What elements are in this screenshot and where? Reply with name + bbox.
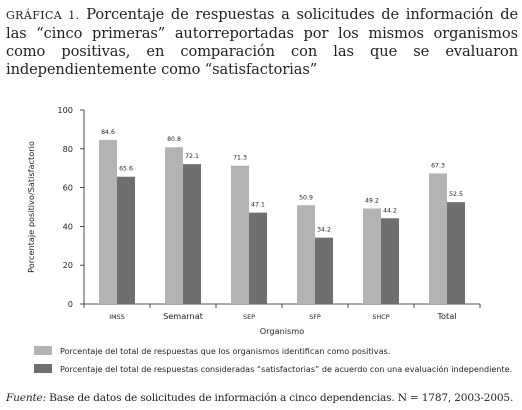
bar-value-label: 50.9 (299, 194, 313, 201)
bar-value-label: 49.2 (365, 198, 379, 205)
y-tick-label: 40 (63, 221, 73, 231)
bar-positive (99, 139, 117, 304)
source-text: Base de datos de solicitudes de informac… (49, 392, 514, 404)
source-label: Fuente: (6, 392, 46, 404)
bar-value-label: 84.6 (101, 129, 115, 136)
bar-positive (231, 165, 249, 304)
caption-text: Porcentaje de respuestas a solicitudes d… (6, 6, 519, 78)
chart-caption: GRÁFICA 1. Porcentaje de respuestas a so… (6, 6, 518, 79)
caption-lead: GRÁFICA 1. (6, 9, 80, 22)
legend-swatch-positive (34, 346, 52, 355)
bar-positive (297, 205, 315, 304)
bar-satisfactory (315, 237, 333, 304)
bar-value-label: 34.2 (317, 227, 331, 234)
bar-value-label: 71.3 (233, 155, 247, 162)
bar-positive (165, 147, 183, 304)
y-tick-label: 0 (68, 299, 73, 309)
bar-value-label: 52.5 (449, 191, 463, 198)
y-tick-label: 20 (63, 260, 73, 270)
bar-value-label: 47.1 (251, 202, 265, 209)
source-note: Fuente: Base de datos de solicitudes de … (6, 392, 518, 404)
legend-item-satisfactory: Porcentaje del total de respuestas consi… (34, 362, 520, 375)
x-tick-label: SHCP (372, 313, 389, 321)
y-tick-label: 80 (63, 144, 73, 154)
bar-value-label: 72.1 (185, 153, 199, 160)
bar-satisfactory (117, 176, 135, 304)
legend-label-satisfactory: Porcentaje del total de respuestas consi… (60, 363, 513, 374)
bar-satisfactory (381, 218, 399, 304)
bar-value-label: 44.2 (383, 207, 397, 214)
legend-item-positive: Porcentaje del total de respuestas que l… (34, 344, 520, 357)
x-tick-label: SFP (309, 313, 321, 321)
x-axis-title: Organismo (260, 326, 305, 336)
bar-positive (363, 208, 381, 304)
bar-satisfactory (183, 164, 201, 304)
bar-satisfactory (447, 202, 465, 304)
legend-label-positive: Porcentaje del total de respuestas que l… (60, 345, 391, 356)
bar-value-label: 67.3 (431, 162, 445, 169)
bar-positive (429, 173, 447, 304)
bar-satisfactory (249, 212, 267, 304)
y-tick-label: 100 (57, 105, 73, 115)
bar-value-label: 65.6 (119, 166, 133, 173)
x-tick-label: Semarnat (163, 311, 204, 321)
x-tick-label: Total (436, 311, 456, 321)
x-tick-label: SEP (243, 313, 255, 321)
y-tick-label: 60 (63, 183, 73, 193)
bar-value-label: 80.8 (167, 136, 181, 143)
y-axis-title: Porcentaje positivo/Satisfactorio (26, 141, 36, 273)
legend-swatch-satisfactory (34, 364, 52, 373)
x-tick-label: IMSS (109, 313, 125, 321)
chart-legend: Porcentaje del total de respuestas que l… (34, 344, 520, 380)
